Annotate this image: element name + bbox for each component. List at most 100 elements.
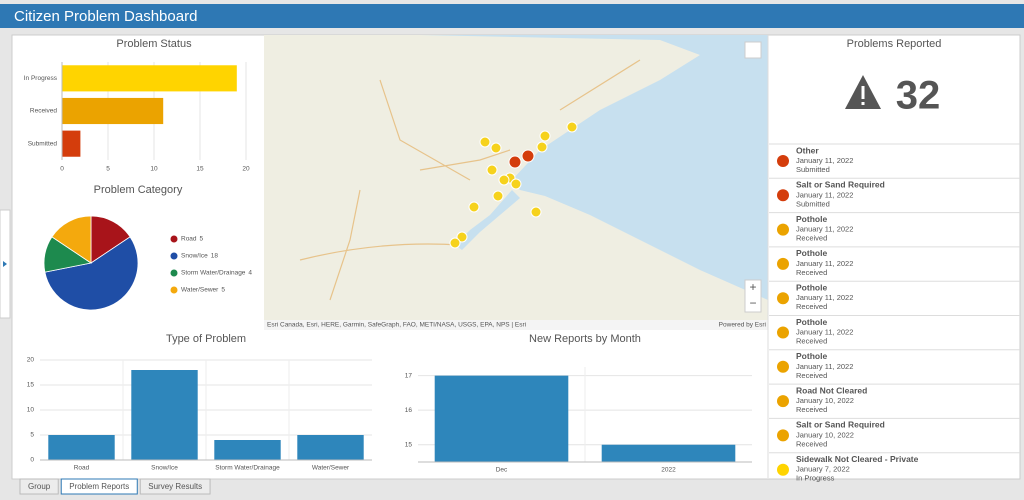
- map[interactable]: + − Esri Canada, Esri, HERE, Garmin, Saf…: [264, 35, 768, 330]
- bar: [62, 130, 81, 157]
- bar: [601, 444, 736, 462]
- y-tick-label: 15: [405, 441, 413, 448]
- x-tick-label: 15: [196, 166, 204, 173]
- report-icon: [777, 155, 789, 167]
- bar: [297, 435, 364, 460]
- tab-box: [60, 478, 138, 495]
- y-tick-label: In Progress: [24, 75, 58, 82]
- legend-swatch: [170, 252, 178, 260]
- bar: [214, 440, 281, 460]
- legend-swatch: [170, 286, 178, 294]
- x-tick-label: 20: [242, 166, 250, 173]
- report-icon: [777, 257, 789, 270]
- legend-label: Storm Water/Drainage: [181, 270, 246, 277]
- map-powered: Powered by Esri: [719, 322, 766, 329]
- report-title: Other: [796, 145, 819, 155]
- y-tick-label: 15: [27, 382, 35, 389]
- bar: [434, 375, 569, 462]
- roads: [299, 59, 641, 301]
- chart-title: Type of Problem: [166, 333, 246, 345]
- warning-dot: [861, 102, 865, 105]
- x-tick-label: Snow/Ice: [151, 465, 178, 472]
- summary-title: Problems Reported: [847, 38, 942, 50]
- y-tick-label: 17: [405, 372, 413, 379]
- report-date: January 10, 2022: [796, 430, 854, 439]
- report-icon: [777, 292, 789, 305]
- bar: [131, 370, 198, 460]
- legend-swatch: [170, 235, 178, 243]
- header-bar: [0, 4, 1024, 28]
- lake: [420, 35, 768, 300]
- legend-label: Water/Sewer: [181, 287, 219, 294]
- x-tick-label: 10: [150, 166, 158, 173]
- y-tick-label: 0: [30, 457, 34, 464]
- chart-title: Problem Status: [116, 38, 192, 50]
- y-tick-label: 16: [405, 407, 413, 414]
- zoom-buttons[interactable]: [744, 279, 762, 313]
- zoom-in[interactable]: +: [749, 280, 756, 294]
- report-title: Salt or Sand Required: [796, 420, 885, 430]
- warning-bang: [861, 86, 865, 99]
- tab-box: [139, 478, 211, 495]
- report-status: In Progress: [796, 474, 835, 483]
- report-status: Received: [796, 439, 827, 448]
- report-title: Road Not Cleared: [796, 385, 867, 395]
- tab[interactable]: Survey Results: [139, 478, 211, 495]
- pie-slice: [51, 215, 92, 264]
- report-status: Received: [796, 268, 827, 277]
- x-tick-label: 5: [106, 166, 110, 173]
- tab-label: Group: [28, 482, 51, 491]
- y-tick-label: 5: [30, 432, 34, 439]
- bar: [62, 65, 237, 92]
- report-status: Submitted: [796, 199, 830, 208]
- report-title: Sidewalk Not Cleared - Private: [796, 454, 919, 464]
- report-date: January 11, 2022: [796, 362, 853, 371]
- report-date: January 10, 2022: [796, 396, 854, 405]
- pie-slice: [44, 236, 139, 311]
- attribution-bar: [264, 320, 768, 330]
- y-tick-label: Submitted: [28, 140, 58, 147]
- tab[interactable]: Problem Reports: [60, 478, 138, 495]
- x-tick-label: Water/Sewer: [312, 465, 350, 472]
- legend-label: Snow/Ice: [181, 253, 208, 260]
- report-title: Pothole: [796, 248, 827, 258]
- header-title: Citizen Problem Dashboard: [14, 8, 197, 25]
- legend-label: Road: [181, 236, 197, 243]
- report-title: Pothole: [796, 351, 827, 361]
- bar: [48, 435, 115, 460]
- report-icon: [777, 395, 789, 408]
- summary-count: 32: [896, 74, 941, 118]
- pie-slice: [90, 215, 131, 264]
- report-status: Submitted: [796, 165, 830, 174]
- bar: [62, 97, 164, 125]
- report-icon: [777, 360, 789, 373]
- report-date: January 11, 2022: [796, 156, 853, 165]
- report-icon: [777, 223, 789, 236]
- report-date: January 7, 2022: [796, 465, 850, 474]
- x-tick-label: Dec: [496, 467, 508, 474]
- y-tick-label: Received: [30, 108, 57, 115]
- x-tick-label: 2022: [661, 467, 676, 474]
- legend-value: 18: [211, 253, 219, 260]
- legend-swatch: [170, 269, 178, 277]
- tab[interactable]: Group: [19, 478, 59, 495]
- river: [455, 190, 520, 250]
- report-icon: [777, 189, 789, 202]
- report-title: Pothole: [796, 214, 827, 224]
- report-icon: [777, 429, 789, 442]
- report-date: January 11, 2022: [796, 259, 853, 268]
- zoom-out[interactable]: −: [749, 296, 756, 310]
- tab-box: [19, 478, 59, 495]
- report-status: Received: [796, 336, 827, 345]
- report-date: January 11, 2022: [796, 327, 853, 336]
- x-tick-label: Storm Water/Drainage: [215, 465, 280, 472]
- toggle-arrow: [3, 261, 7, 267]
- y-tick-label: 10: [27, 407, 35, 414]
- report-date: January 11, 2022: [796, 293, 853, 302]
- tab-label: Survey Results: [148, 482, 202, 491]
- report-title: Pothole: [796, 282, 827, 292]
- legend-value: 5: [200, 236, 204, 243]
- home-button[interactable]: [744, 41, 762, 59]
- report-status: Received: [796, 302, 827, 311]
